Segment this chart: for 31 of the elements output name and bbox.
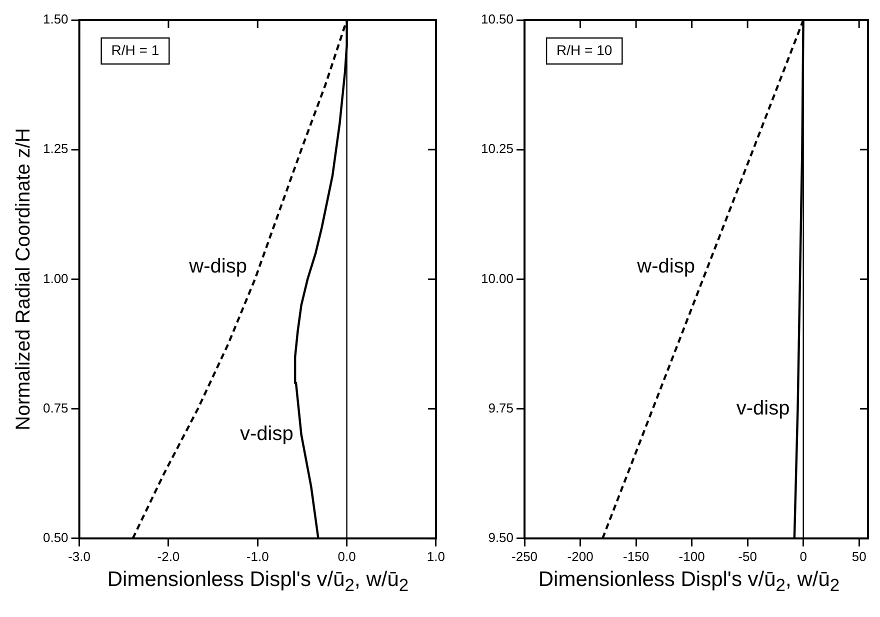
annotation: R/H = 1	[111, 42, 160, 58]
x-tick-label: 50	[852, 548, 866, 564]
series-label: v-disp	[736, 397, 790, 420]
y-tick-label: 1.50	[42, 12, 68, 27]
x-tick-label: -200	[567, 548, 594, 564]
x-axis-title: Dimensionless Displ's v/ū$_{2}$, w/ū$_{2}$	[106, 568, 410, 596]
y-tick-label: 0.50	[42, 530, 68, 545]
y-tick-label: 10.25	[480, 141, 514, 156]
x-tick-label: -1.0	[246, 548, 269, 564]
y-tick-label: 9.50	[488, 530, 514, 545]
x-tick-label: -3.0	[68, 548, 91, 564]
x-tick-label: -250	[512, 548, 538, 564]
series-label: w-disp	[636, 256, 695, 278]
x-tick-label: -150	[623, 548, 650, 564]
x-tick-label: 1.0	[426, 548, 446, 564]
y-tick-label: 9.75	[488, 400, 514, 416]
y-tick-label: 1.00	[42, 270, 68, 286]
y-tick-label: 10.50	[480, 12, 514, 27]
x-tick-label: -100	[678, 548, 705, 564]
y-tick-label: 0.75	[42, 400, 68, 416]
x-tick-label: -50	[738, 548, 757, 564]
x-tick-label: -2.0	[157, 548, 180, 564]
x-tick-label: 0	[800, 548, 807, 564]
series-label: w-disp	[188, 256, 247, 278]
x-axis-title: Dimensionless Displ's v/ū$_{2}$, w/ū$_{2}$	[537, 568, 841, 596]
y-tick-label: 1.25	[42, 141, 68, 156]
y-tick-label: 10.00	[480, 270, 514, 286]
series-label: v-disp	[240, 423, 294, 446]
annotation: R/H = 10	[556, 42, 612, 58]
y-axis-title: Normalized Radial Coordinate z/H	[12, 128, 35, 430]
x-tick-label: 0.0	[338, 548, 356, 564]
